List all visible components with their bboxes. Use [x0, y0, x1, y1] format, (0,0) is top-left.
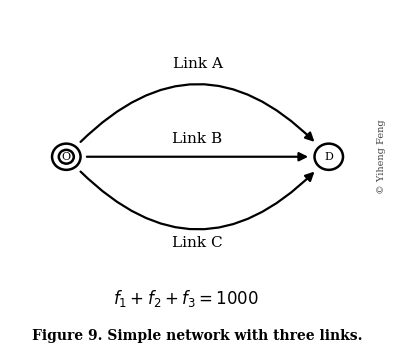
Text: Link C: Link C	[172, 236, 223, 250]
FancyArrowPatch shape	[81, 172, 313, 229]
Text: $f_1 + f_2 + f_3 = 1000$: $f_1 + f_2 + f_3 = 1000$	[113, 288, 259, 309]
Circle shape	[314, 144, 343, 170]
Circle shape	[52, 144, 81, 170]
Text: Figure 9. Simple network with three links.: Figure 9. Simple network with three link…	[32, 329, 363, 343]
FancyArrowPatch shape	[87, 153, 306, 160]
Text: © Yiheng Feng: © Yiheng Feng	[377, 119, 386, 194]
Text: O: O	[62, 152, 71, 162]
Text: Link A: Link A	[172, 56, 223, 71]
Text: Link B: Link B	[172, 133, 223, 147]
Text: D: D	[324, 152, 333, 162]
FancyArrowPatch shape	[81, 84, 313, 142]
